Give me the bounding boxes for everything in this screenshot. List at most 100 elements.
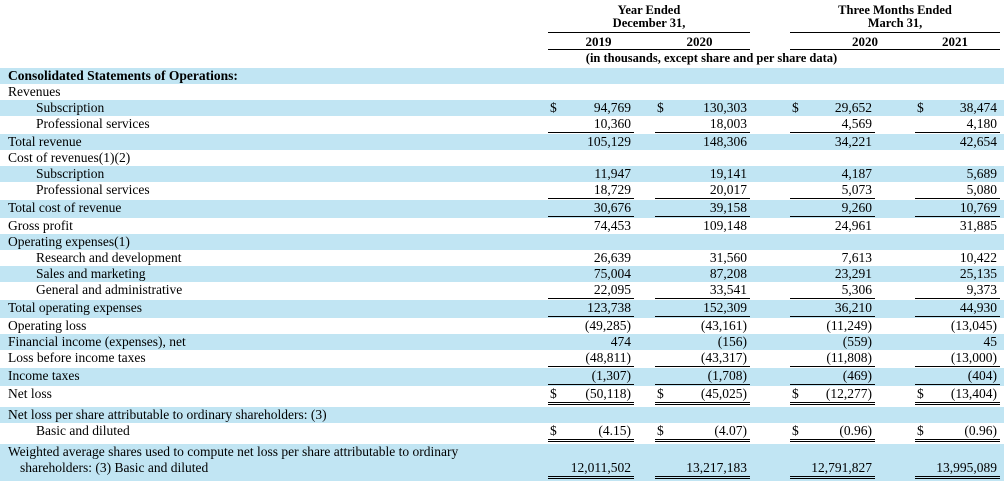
cell-value: (13,404) bbox=[950, 385, 998, 401]
column-gap bbox=[634, 423, 655, 444]
table-row: Net loss $ (50,118) $ (45,025) $ (12,277) $ (13,… bbox=[0, 386, 1004, 407]
value-cell: 42,654 bbox=[915, 134, 1000, 150]
cell-value: (13,000) bbox=[950, 349, 998, 365]
row-label: Net loss per share attributable to ordin… bbox=[0, 407, 548, 423]
value-cell: 9,373 bbox=[915, 281, 1001, 300]
value-cell: 18,003 bbox=[655, 116, 750, 134]
header-years-row: 2019 2020 2020 2021 bbox=[0, 32, 1004, 50]
row-end-spacer bbox=[1000, 250, 1004, 266]
value-cell: (11,249) bbox=[790, 318, 875, 334]
column-header-year: 2020 bbox=[852, 34, 878, 49]
cell-value: 45 bbox=[983, 333, 998, 349]
value-cell: $ (0.96) bbox=[790, 423, 875, 444]
cell-value: 74,453 bbox=[593, 217, 631, 233]
cell-value: (13,045) bbox=[950, 317, 998, 333]
table-header: Year Ended December 31, Three Months End… bbox=[0, 0, 1004, 68]
value-cell: 19,141 bbox=[655, 166, 750, 182]
value-cell: $130,303 bbox=[655, 100, 750, 116]
cell-value: 9,260 bbox=[841, 199, 872, 215]
row-label: Total cost of revenue bbox=[0, 200, 548, 218]
value-cell: $29,652 bbox=[790, 100, 875, 116]
header-spacer bbox=[1000, 33, 1004, 50]
column-gap bbox=[634, 250, 655, 266]
cell-value: (0.96) bbox=[964, 422, 998, 438]
column-gap bbox=[750, 423, 790, 444]
value-cell bbox=[790, 68, 875, 84]
column-gap bbox=[875, 368, 915, 386]
cell-value: 23,291 bbox=[834, 265, 872, 281]
value-cell: (13,045) bbox=[915, 318, 1000, 334]
table-row: Weighted average shares used to compute … bbox=[0, 443, 1004, 481]
value-cell: 105,129 bbox=[548, 134, 634, 150]
value-cell: 23,291 bbox=[790, 266, 875, 282]
currency-symbol: $ bbox=[792, 99, 799, 115]
row-label: Total operating expenses bbox=[0, 300, 548, 318]
table-row: Total cost of revenue 30,676 39,158 9,260 10… bbox=[0, 199, 1004, 218]
row-label-text: Consolidated Statements of Operations: bbox=[8, 67, 238, 83]
column-gap bbox=[750, 218, 790, 234]
value-cell: 87,208 bbox=[655, 266, 750, 282]
currency-symbol: $ bbox=[550, 99, 557, 115]
cell-value: 109,148 bbox=[703, 217, 747, 233]
value-cell: 4,180 bbox=[915, 116, 1001, 134]
cell-value: (559) bbox=[842, 333, 872, 349]
column-gap bbox=[750, 200, 790, 218]
value-cell bbox=[655, 68, 750, 84]
column-gap bbox=[875, 116, 915, 134]
value-cell: 39,158 bbox=[655, 200, 750, 218]
cell-value: (11,249) bbox=[826, 317, 872, 333]
row-label-text: Weighted average shares used to compute … bbox=[8, 443, 459, 475]
column-gap bbox=[634, 334, 655, 350]
column-gap bbox=[750, 68, 790, 84]
value-cell: 10,769 bbox=[915, 200, 1001, 218]
row-label: Financial income (expenses), net bbox=[0, 334, 548, 350]
value-cell: (559) bbox=[790, 334, 875, 350]
year-headers-group2: 2020 2021 bbox=[790, 32, 1001, 50]
table-row: Professional services 18,729 20,017 5,073 5,… bbox=[0, 182, 1004, 200]
value-cell: 20,017 bbox=[655, 182, 750, 200]
cell-value: 130,303 bbox=[703, 99, 747, 115]
column-gap bbox=[875, 350, 915, 368]
column-gap bbox=[875, 150, 915, 166]
row-end-spacer bbox=[1000, 150, 1004, 166]
currency-symbol: $ bbox=[657, 385, 664, 401]
header-note-row: (in thousands, except share and per shar… bbox=[0, 50, 1004, 68]
cell-value: (4.15) bbox=[598, 422, 631, 438]
cell-value: 4,187 bbox=[841, 165, 872, 181]
column-gap bbox=[875, 182, 915, 200]
column-gap bbox=[875, 282, 915, 300]
row-end-spacer bbox=[1000, 266, 1004, 282]
row-label: Gross profit bbox=[0, 218, 548, 234]
value-cell: $94,769 bbox=[548, 100, 634, 116]
column-gap bbox=[875, 334, 915, 350]
value-cell: $ (13,404) bbox=[915, 385, 1001, 407]
value-cell: 148,306 bbox=[655, 134, 750, 150]
row-label-text: Loss before income taxes bbox=[8, 349, 146, 365]
cell-value: 12,011,502 bbox=[570, 459, 631, 475]
row-label: Operating expenses(1) bbox=[0, 234, 548, 250]
column-gap bbox=[750, 386, 790, 407]
col-group-three-months: Three Months Ended March 31, bbox=[790, 0, 1001, 33]
cell-value: (469) bbox=[842, 367, 872, 383]
value-cell: (43,161) bbox=[655, 318, 750, 334]
row-end-spacer bbox=[1000, 444, 1004, 481]
row-label: Revenues bbox=[0, 84, 548, 100]
cell-value: (1,307) bbox=[591, 367, 631, 383]
currency-symbol: $ bbox=[657, 99, 664, 115]
row-end-spacer bbox=[1000, 100, 1004, 116]
column-gap bbox=[634, 300, 655, 318]
cell-value: 9,373 bbox=[966, 281, 998, 297]
column-gap bbox=[750, 84, 790, 100]
column-gap bbox=[875, 134, 915, 150]
row-end-spacer bbox=[1000, 200, 1004, 218]
row-end-spacer bbox=[1000, 182, 1004, 200]
cell-value: 10,422 bbox=[959, 249, 998, 265]
row-label-text: Subscription bbox=[36, 165, 105, 181]
cell-value: 39,158 bbox=[709, 199, 747, 215]
value-cell: (156) bbox=[655, 334, 750, 350]
table-row: Income taxes (1,307) (1,708) (469) (404) bbox=[0, 367, 1004, 386]
column-gap bbox=[750, 444, 790, 481]
table-body: Consolidated Statements of Operations: Re… bbox=[0, 67, 1004, 481]
value-cell: 11,947 bbox=[548, 166, 634, 182]
column-gap bbox=[634, 234, 655, 250]
